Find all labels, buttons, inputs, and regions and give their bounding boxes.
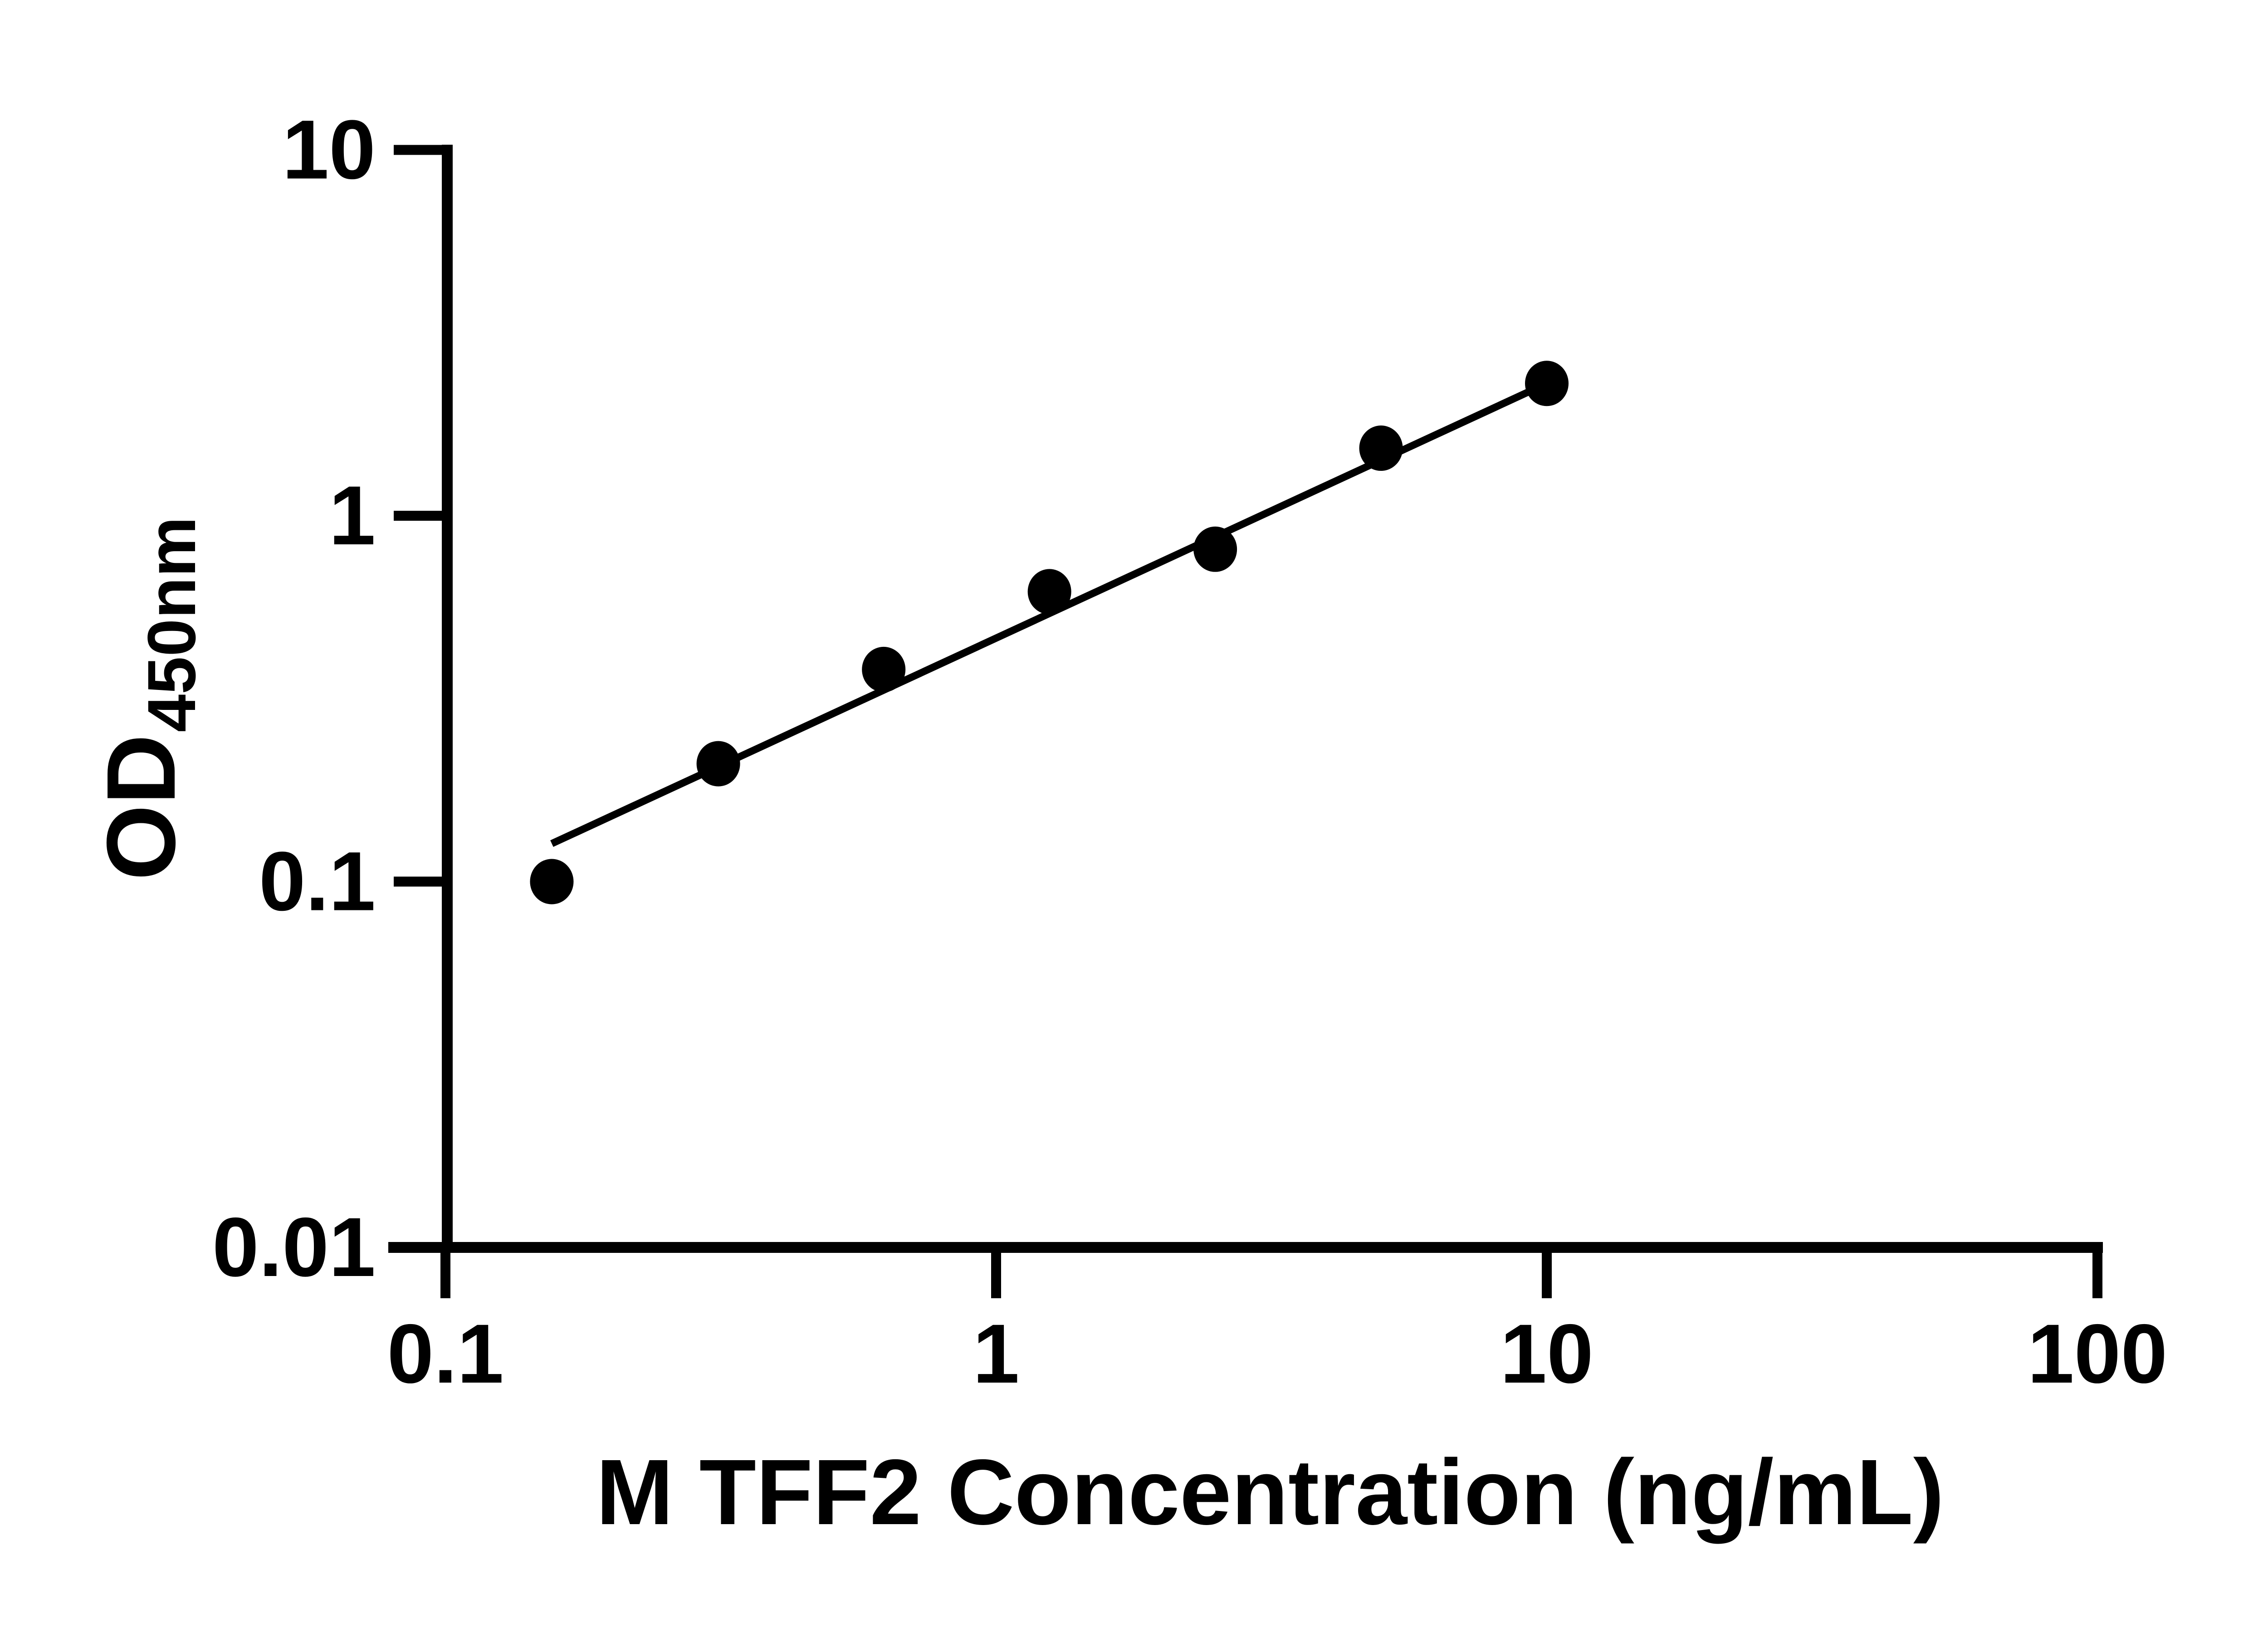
y-axis-title-main: OD [86,734,196,881]
y-tick-label: 1 [329,469,376,562]
y-axis-title: OD 450nm [86,517,210,880]
data-point [696,741,740,787]
data-point [530,859,574,905]
x-tick-label: 100 [2028,1307,2168,1401]
data-points-group [530,361,1569,905]
y-tick-label: 10 [282,103,376,197]
data-point [1027,569,1071,615]
y-tick-label: 0.1 [259,835,376,929]
x-tick-label: 1 [973,1307,1020,1401]
x-tick-label: 0.1 [387,1307,503,1401]
x-axis-ticks: 0.1 1 10 100 [387,1247,2167,1401]
data-point [862,646,906,692]
y-axis-ticks: 10 1 0.1 0.01 [212,103,447,1294]
x-axis-title: M TFF2 Concentration (ng/mL) [596,1440,1944,1544]
x-tick-label: 10 [1500,1307,1593,1401]
data-point [1525,361,1569,406]
data-point [1193,526,1237,572]
y-axis-title-subscript: 450nm [133,517,210,732]
y-tick-label: 0.01 [212,1201,376,1294]
data-point [1359,425,1403,471]
